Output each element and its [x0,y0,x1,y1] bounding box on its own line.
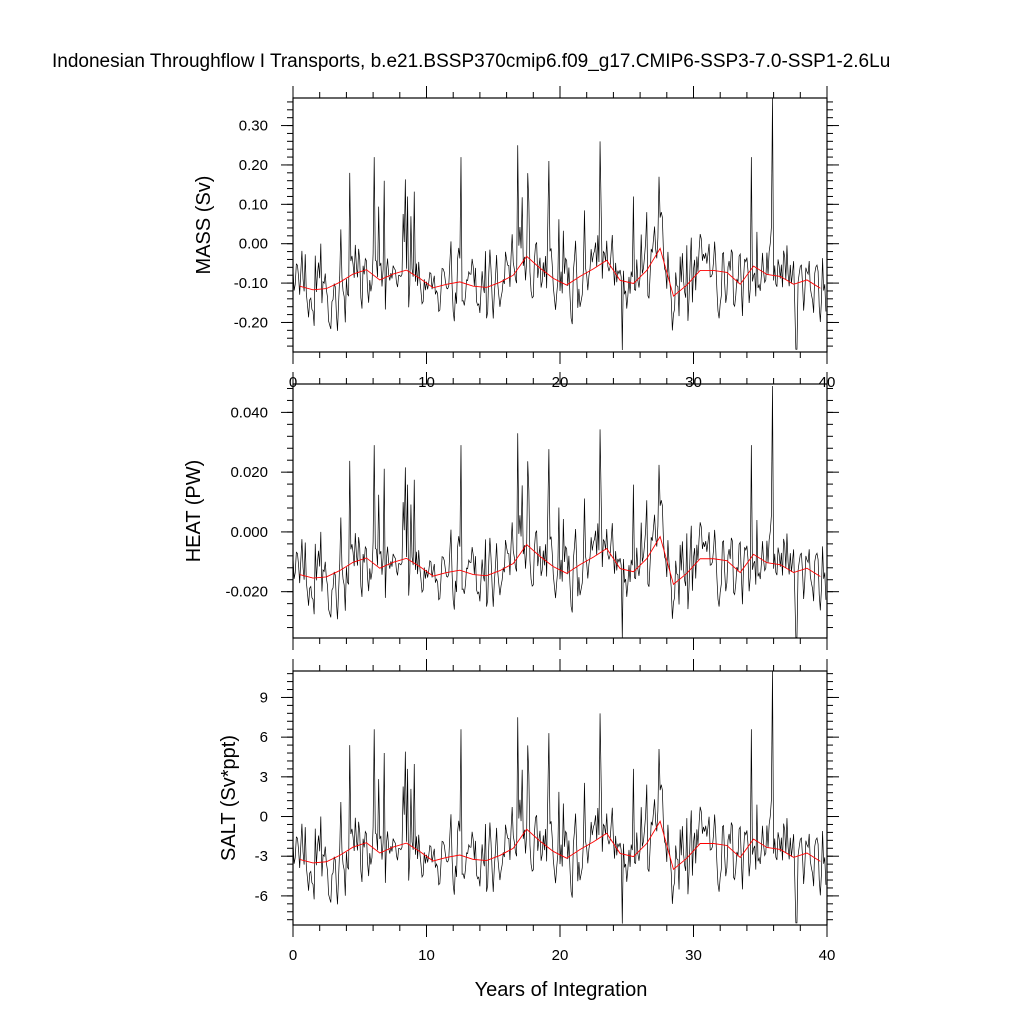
series-annual-mean-line [299,247,821,297]
y-tick-label: 0.10 [239,196,268,213]
x-tick-label: 0 [289,947,297,964]
series-annual-mean-line [299,535,821,586]
series-annual-mean-line [299,820,821,871]
y-tick-label: 9 [260,689,268,706]
y-tick-label: 0.000 [230,524,268,541]
panels: 0 10 20 30 400.300.200.100.00-0.10-0.20MASS … [183,86,839,964]
y-tick-label: 0 [260,809,268,826]
y-tick-label: 0.040 [230,404,268,421]
y-tick-label: -3 [255,848,268,865]
y-tick-label: -6 [255,888,268,905]
x-tick-label: 30 [685,947,702,964]
y-tick-label: 0.00 [239,236,268,253]
series-monthly-line [293,385,827,638]
series-monthly-line [293,671,827,924]
y-tick-label: 0.020 [230,464,268,481]
series-monthly-line [293,98,827,351]
y-tick-label: -0.10 [234,275,268,292]
y-axis-label: HEAT (PW) [183,460,205,563]
y-tick-label: 3 [260,769,268,786]
x-tick-label: 20 [552,947,569,964]
y-axis-label: SALT (Sv*ppt) [218,735,240,861]
y-tick-label: 0.20 [239,157,268,174]
x-axis-label: Years of Integration [475,979,648,1001]
y-tick-label: 0.30 [239,118,268,135]
panel-heat: 0.040 0.020 0.000 -0.020 HEAT (PW) [183,372,839,650]
x-tick-label: 10 [418,947,435,964]
x-tick-label: 40 [819,947,836,964]
panel-mass: 0 10 20 30 400.300.200.100.00-0.10-0.20MASS … [193,86,839,391]
y-tick-label: 6 [260,729,268,746]
plot-frame [292,383,828,639]
y-tick-label: -0.020 [225,584,268,601]
y-tick-label: -0.20 [234,314,268,331]
chart-title: Indonesian Throughflow I Transports, b.e… [52,51,890,72]
y-axis-label: MASS (Sv) [193,176,215,275]
